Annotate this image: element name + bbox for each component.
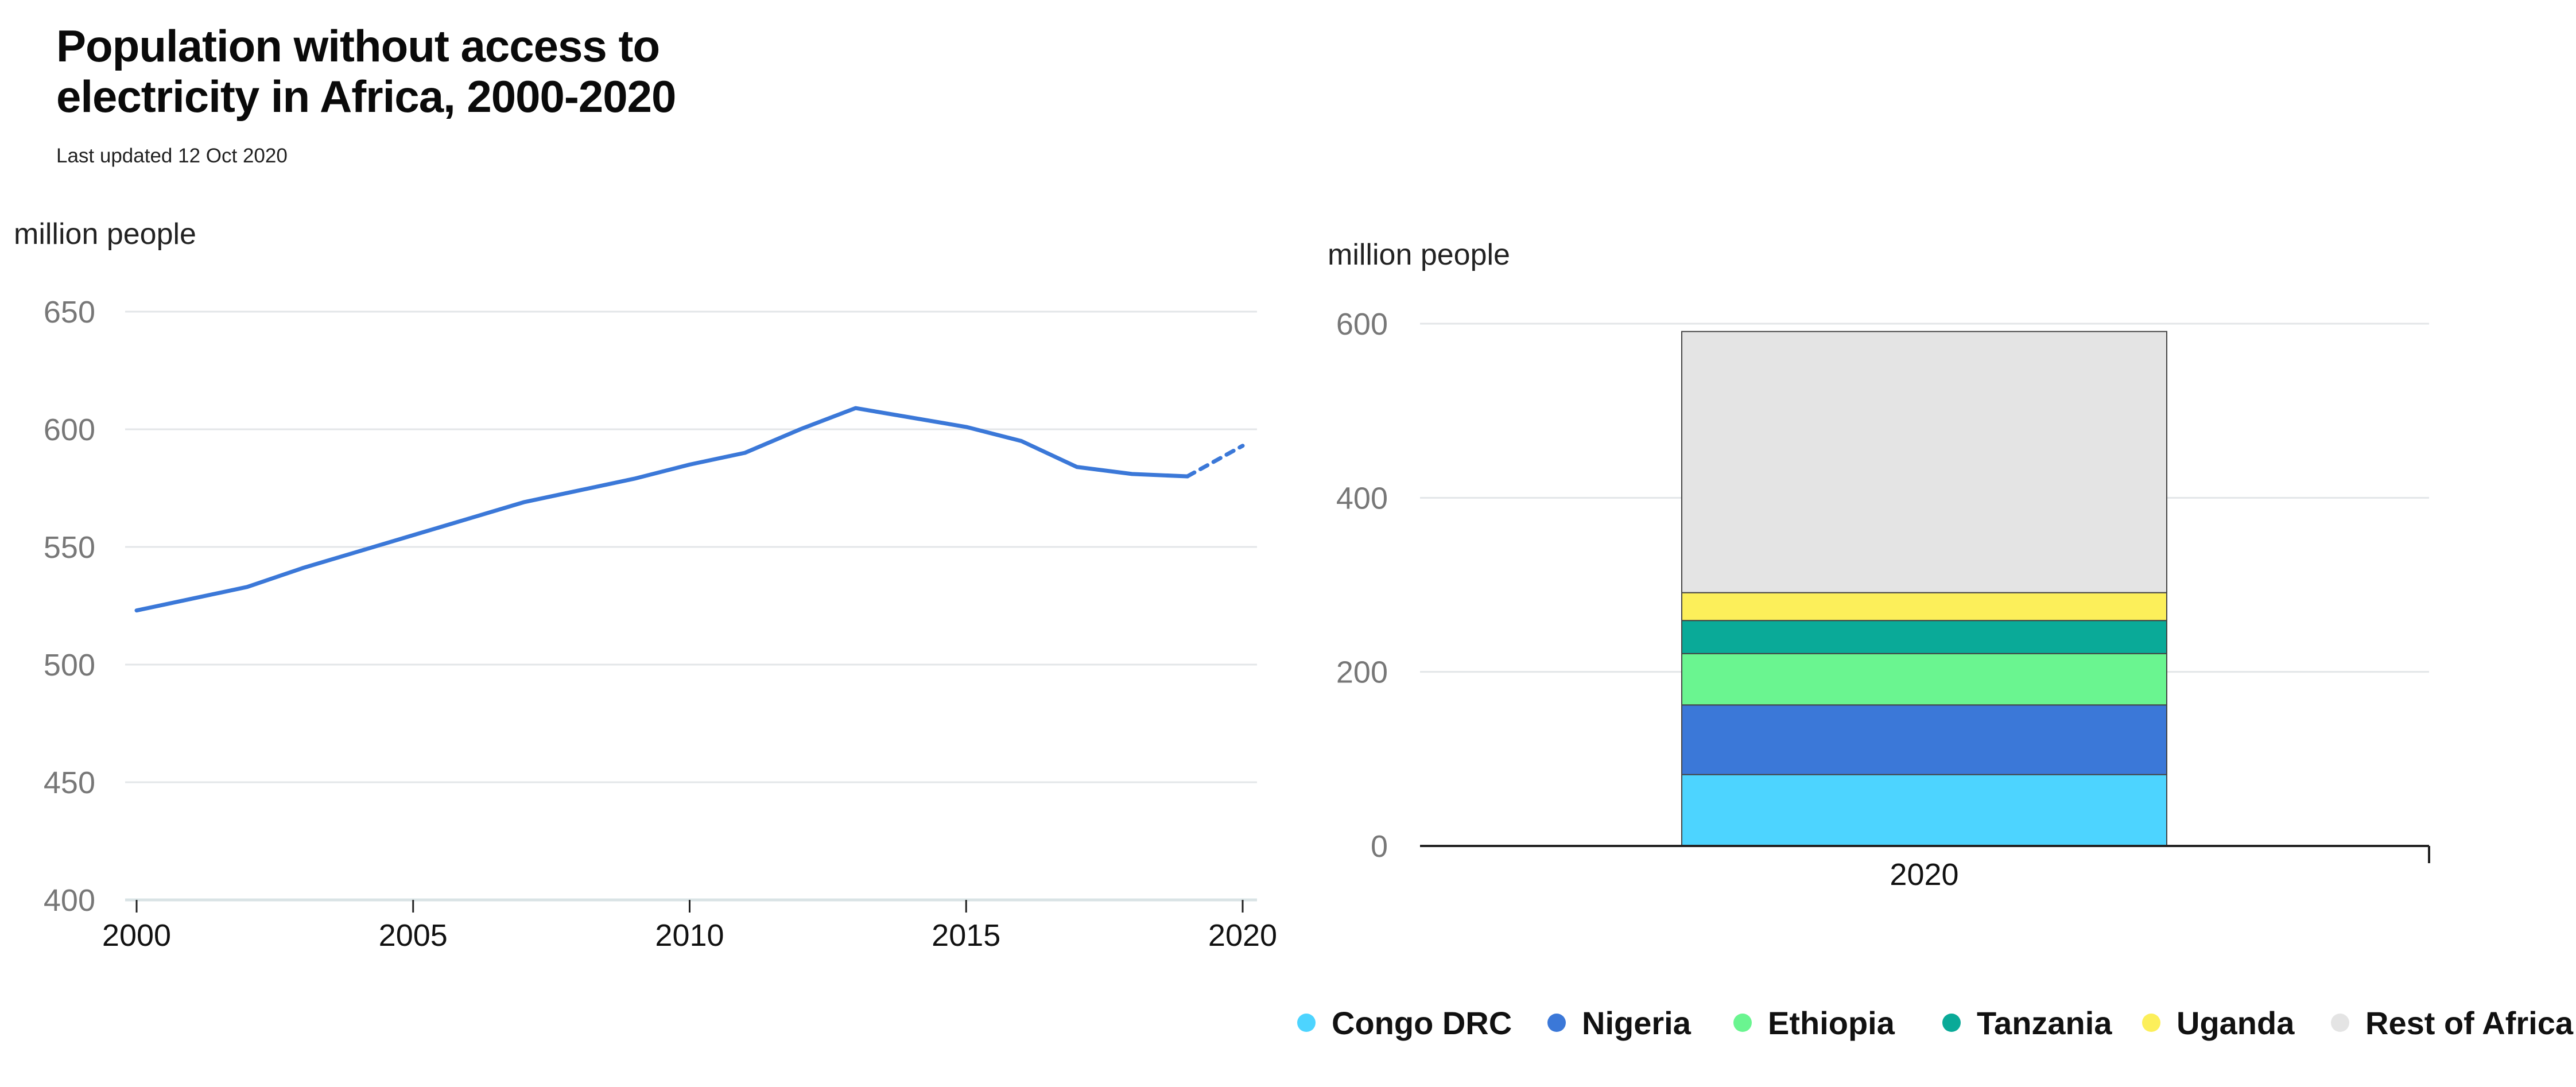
legend-swatch — [2142, 1014, 2160, 1032]
bar-segment-rest-of-africa — [1681, 331, 2167, 593]
bar-segment-tanzania — [1681, 620, 2167, 654]
line-y-tick-label: 550 — [44, 530, 95, 565]
legend-item-congo-drc: Congo DRC — [1297, 1005, 1512, 1041]
legend: Congo DRC Nigeria Ethiopia Tanzania Uganda Re… — [1297, 1005, 2574, 1041]
bar-y-tick-label: 400 — [1336, 481, 1388, 515]
line-series-historical — [134, 406, 1190, 613]
legend-label: Tanzania — [1977, 1005, 2112, 1041]
line-x-tick-label: 2005 — [379, 918, 448, 953]
bar-chart-y-ticks: 0 200 400 600 — [1336, 307, 1388, 864]
legend-swatch — [1733, 1014, 1752, 1032]
stacked-bar-chart: million people 0 200 400 600 2020 — [1328, 238, 2430, 892]
chart-title: Population without access to electricity… — [56, 21, 676, 122]
line-x-tick-label: 2015 — [932, 918, 1000, 953]
bar-segment-nigeria — [1681, 704, 2167, 775]
legend-item-uganda: Uganda — [2142, 1005, 2295, 1041]
line-chart-y-ticks: 400 450 500 550 600 650 — [44, 295, 95, 918]
legend-item-rest-of-africa: Rest of Africa — [2331, 1005, 2574, 1041]
line-chart-x-ticks: 2000 2005 2010 2015 2020 — [102, 900, 1277, 953]
legend-label: Congo DRC — [1332, 1005, 1512, 1041]
bar-segment-ethiopia — [1681, 653, 2167, 706]
bar-x-tick-label: 2020 — [1890, 857, 1958, 892]
legend-label: Uganda — [2177, 1005, 2295, 1041]
legend-swatch — [1942, 1014, 1961, 1032]
bar-y-tick-label: 200 — [1336, 655, 1388, 690]
bar-y-tick-label: 600 — [1336, 307, 1388, 341]
bar-chart-x-ticks: 2020 — [1890, 857, 1958, 892]
legend-swatch — [1297, 1014, 1316, 1032]
line-chart-gridlines — [125, 310, 1257, 902]
line-x-tick-label: 2000 — [102, 918, 171, 953]
legend-item-tanzania: Tanzania — [1942, 1005, 2112, 1041]
legend-swatch — [2331, 1014, 2349, 1032]
line-y-tick-label: 650 — [44, 295, 95, 329]
line-y-tick-label: 500 — [44, 648, 95, 682]
bar-segment-uganda — [1681, 592, 2167, 622]
line-x-tick-label: 2020 — [1208, 918, 1277, 953]
line-x-tick-label: 2010 — [655, 918, 724, 953]
bar-chart-unit-label: million people — [1328, 238, 1510, 271]
line-series-projection — [1185, 444, 1245, 479]
legend-item-ethiopia: Ethiopia — [1733, 1005, 1895, 1041]
legend-label: Nigeria — [1582, 1005, 1692, 1041]
legend-label: Rest of Africa — [2365, 1005, 2574, 1041]
legend-label: Ethiopia — [1768, 1005, 1895, 1041]
line-y-tick-label: 600 — [44, 413, 95, 447]
bar-chart-segments — [1681, 331, 2167, 847]
line-y-tick-label: 450 — [44, 766, 95, 800]
bar-segment-congo-drc — [1681, 774, 2167, 847]
legend-item-nigeria: Nigeria — [1547, 1005, 1692, 1041]
line-chart-series — [134, 406, 1245, 613]
line-chart-unit-label: million people — [14, 218, 196, 251]
bar-y-tick-label: 0 — [1371, 829, 1388, 864]
legend-swatch — [1547, 1014, 1566, 1032]
line-y-tick-label: 400 — [44, 883, 95, 918]
bar-chart-x-axis — [1420, 845, 2430, 863]
last-updated-note: Last updated 12 Oct 2020 — [56, 145, 288, 167]
